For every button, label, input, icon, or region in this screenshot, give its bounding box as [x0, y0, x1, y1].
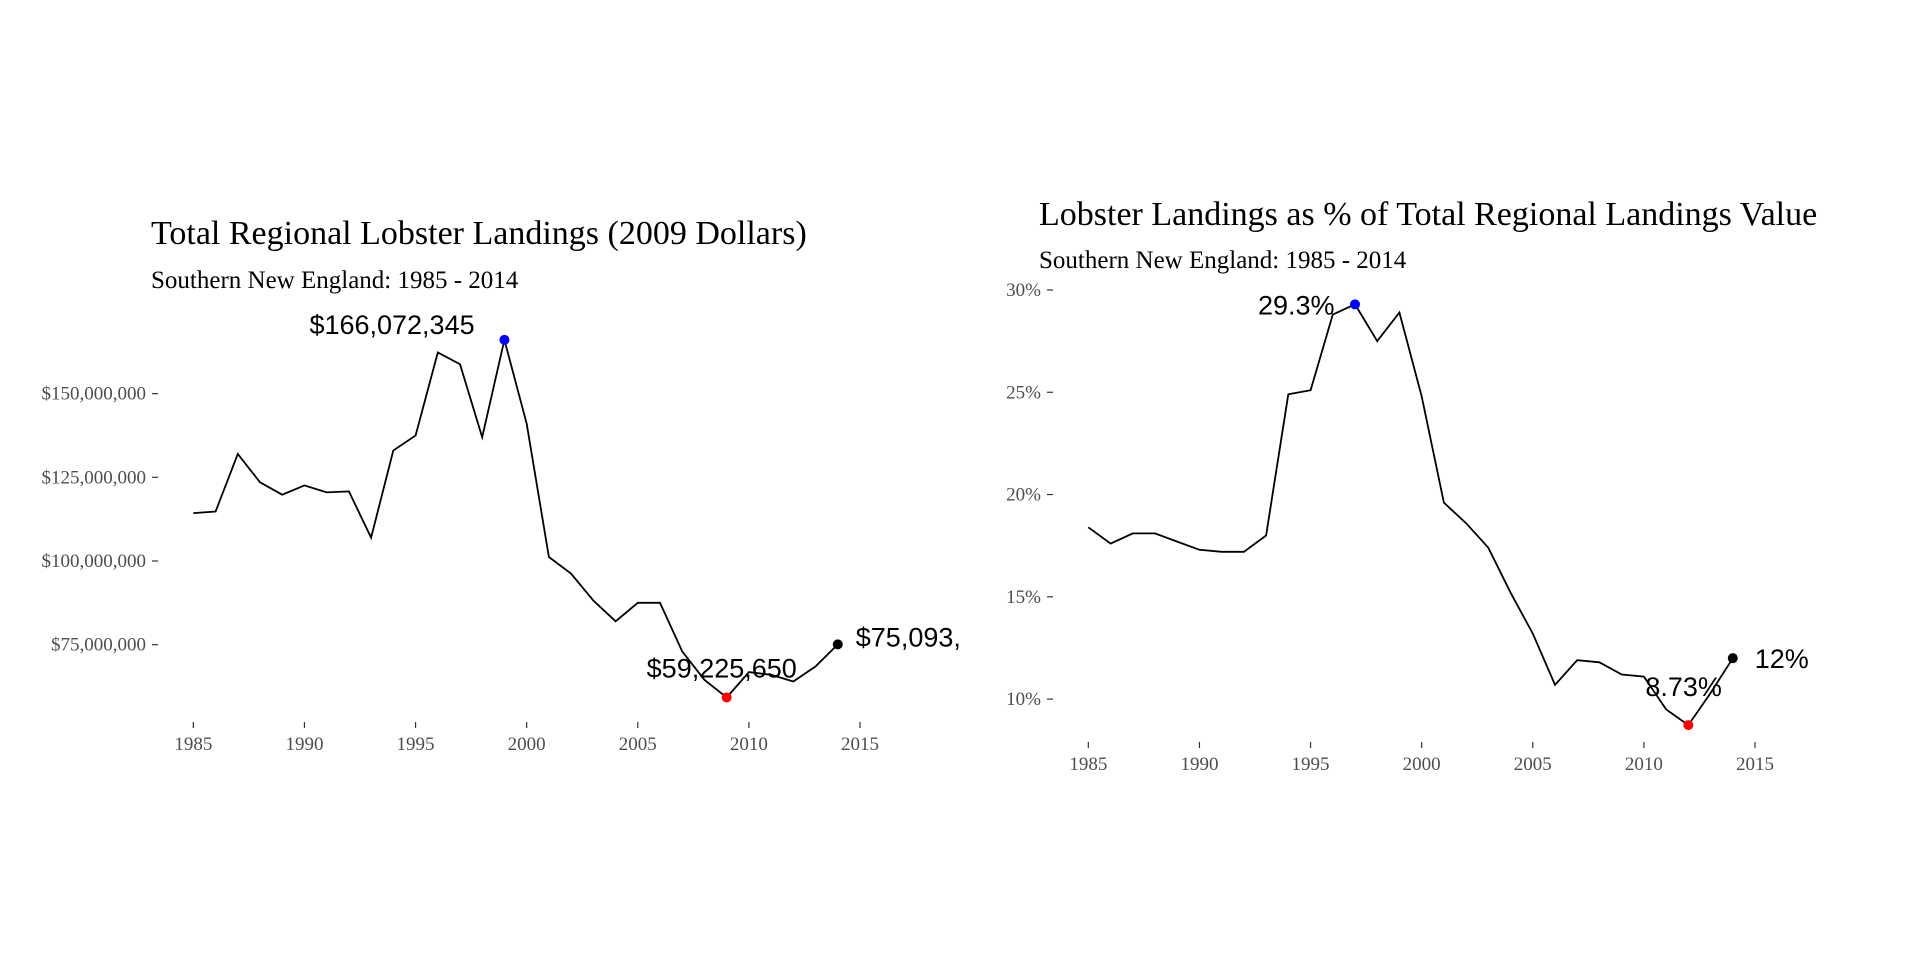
- highlight-point-last: [832, 639, 843, 650]
- y-axis: 10% 15% 20% 25% 30%: [1006, 280, 1053, 710]
- x-tick-label: 1995: [1292, 754, 1330, 775]
- plot-area: 29.3% 8.73% 12%: [1087, 290, 1809, 731]
- x-axis: 1985 1990 1995 2000 2005 2010 2015: [1069, 742, 1774, 775]
- y-axis: $75,000,000 $100,000,000 $125,000,000 $150,…: [42, 384, 158, 656]
- y-tick-label: $100,000,000: [42, 551, 147, 572]
- x-tick-label: 2000: [1403, 754, 1441, 775]
- x-tick-label: 1985: [1069, 754, 1107, 775]
- series-line: [1087, 303, 1734, 727]
- annotation-max: 29.3%: [1258, 290, 1335, 320]
- plot-area: $166,072,345 $59,225,650 $75,093,: [193, 310, 961, 703]
- y-tick-label: $150,000,000: [42, 384, 147, 405]
- x-tick-label: 2005: [1514, 754, 1552, 775]
- x-tick-label: 1995: [397, 734, 435, 755]
- chart-title: Total Regional Lobster Landings (2009 Do…: [151, 215, 807, 252]
- x-tick-label: 2005: [619, 734, 657, 755]
- x-tick-label: 1990: [285, 734, 323, 755]
- annotation-min: 8.73%: [1645, 672, 1722, 702]
- x-tick-label: 1990: [1180, 754, 1218, 775]
- y-tick-label: $75,000,000: [51, 635, 146, 656]
- highlight-point-last: [1727, 653, 1738, 664]
- highlight-point-min: [721, 692, 732, 703]
- x-tick-label: 2010: [1625, 754, 1663, 775]
- x-axis: 1985 1990 1995 2000 2005 2010 2015: [174, 722, 879, 755]
- y-tick-label: 30%: [1006, 280, 1041, 301]
- chart-subtitle: Southern New England: 1985 - 2014: [1039, 247, 1407, 274]
- annotation-min: $59,225,650: [647, 653, 797, 683]
- chart-lobster-landings-dollars: Total Regional Lobster Landings (2009 Do…: [42, 215, 961, 755]
- highlight-point-max: [499, 334, 510, 345]
- y-tick-label: 25%: [1006, 382, 1041, 403]
- series-line: [193, 339, 839, 699]
- x-tick-label: 2015: [841, 734, 879, 755]
- annotation-last: $75,093,: [856, 622, 961, 652]
- x-tick-label: 2015: [1736, 754, 1774, 775]
- highlight-point-min: [1683, 720, 1694, 731]
- annotation-max: $166,072,345: [309, 310, 474, 340]
- chart-title: Lobster Landings as % of Total Regional …: [1039, 196, 1817, 233]
- y-tick-label: 20%: [1006, 485, 1041, 506]
- x-tick-label: 2010: [730, 734, 768, 755]
- y-tick-label: 10%: [1006, 689, 1041, 710]
- y-tick-label: $125,000,000: [42, 467, 147, 488]
- chart-subtitle: Southern New England: 1985 - 2014: [151, 267, 519, 294]
- x-tick-label: 2000: [508, 734, 546, 755]
- y-tick-label: 15%: [1006, 587, 1041, 608]
- highlight-point-max: [1350, 299, 1360, 310]
- annotation-last: 12%: [1755, 644, 1809, 674]
- x-tick-label: 1985: [174, 734, 212, 755]
- chart-lobster-landings-percent: Lobster Landings as % of Total Regional …: [1006, 196, 1817, 775]
